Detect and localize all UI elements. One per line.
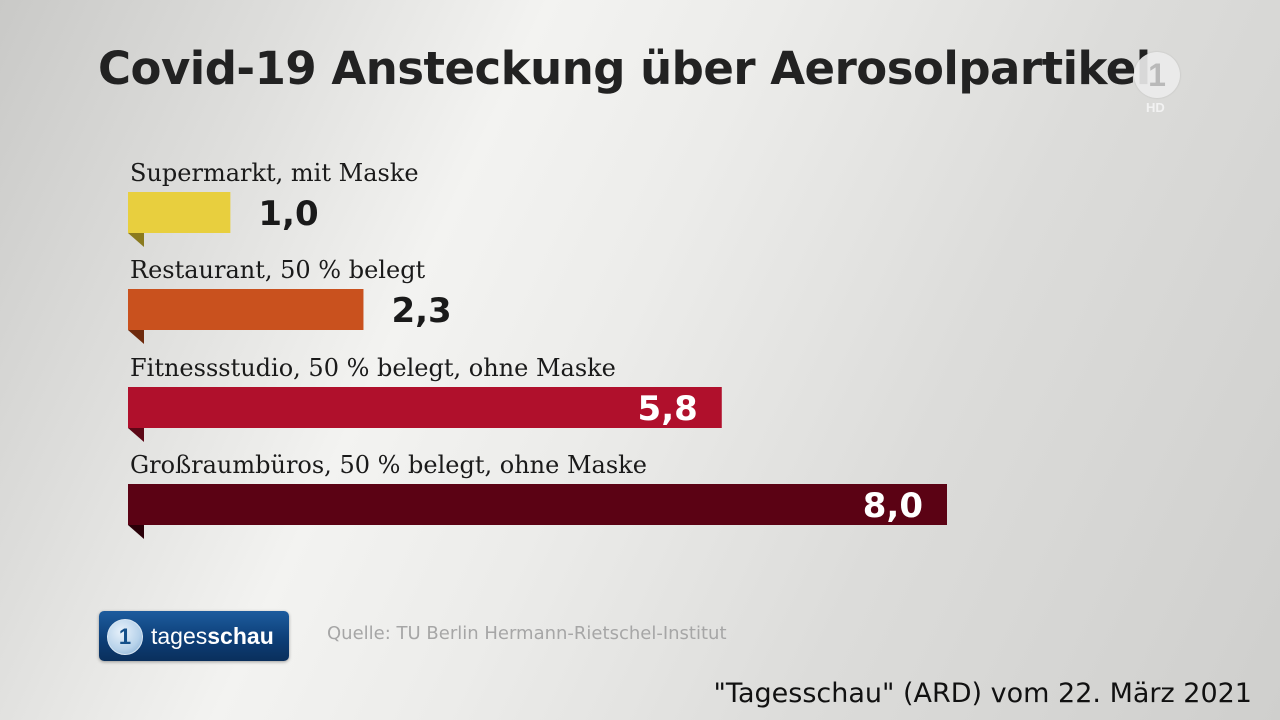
bar — [128, 289, 364, 330]
broadcast-caption: "Tagesschau" (ARD) vom 22. März 2021 — [713, 678, 1252, 709]
das-erste-logo-icon: 1 — [1134, 52, 1180, 98]
value-label: 5,8 — [638, 389, 698, 429]
bar-fold-shadow — [128, 330, 144, 344]
category-label: Fitnessstudio, 50 % belegt, ohne Maske — [130, 354, 616, 382]
value-label: 8,0 — [863, 486, 923, 526]
bar — [128, 387, 722, 428]
source-note: Quelle: TU Berlin Hermann-Rietschel-Inst… — [327, 623, 727, 644]
bar-fold-shadow — [128, 428, 144, 442]
bar — [128, 192, 231, 233]
ard-one-icon: 1 — [107, 619, 143, 655]
brand-wordmark: tagesschau — [151, 623, 274, 650]
brand-suffix: schau — [207, 623, 274, 649]
category-label: Supermarkt, mit Maske — [130, 159, 419, 187]
category-label: Großraumbüros, 50 % belegt, ohne Maske — [130, 451, 647, 479]
bar — [128, 484, 947, 525]
bar-fold-shadow — [128, 233, 144, 247]
brand-prefix: tages — [151, 623, 208, 649]
bar-fold-shadow — [128, 525, 144, 539]
hd-label: HD — [1146, 100, 1165, 115]
tagesschau-logo: 1 tagesschau — [99, 611, 289, 661]
value-label: 1,0 — [258, 194, 318, 234]
bar-chart: Supermarkt, mit Maske 1,0 Restaurant, 50 %… — [128, 159, 947, 539]
category-label: Restaurant, 50 % belegt — [130, 256, 426, 284]
chart-title: Covid-19 Ansteckung über Aerosolpartikel — [98, 42, 1151, 95]
value-label: 2,3 — [391, 291, 451, 331]
